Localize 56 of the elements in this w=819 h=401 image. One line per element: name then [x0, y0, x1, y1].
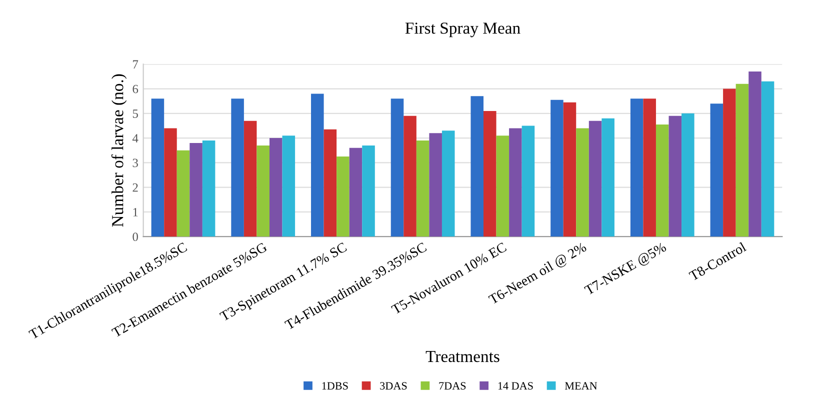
bar [602, 118, 614, 237]
bar [470, 96, 484, 237]
bar [710, 104, 724, 237]
bar [748, 72, 762, 237]
bar [550, 100, 564, 237]
bar [244, 120, 257, 237]
bar [349, 148, 362, 237]
y-axis-title: Number of larvae (no.) [111, 74, 127, 227]
bar [404, 116, 416, 237]
y-tick-label: 3 [132, 158, 138, 168]
bar [442, 130, 455, 237]
bar [256, 145, 270, 237]
legend-label: 3DAS [380, 382, 407, 390]
y-tick-label: 0 [132, 232, 138, 242]
chart-title: First Spray Mean [405, 22, 520, 38]
bar [282, 136, 296, 237]
y-tick-label: 1 [133, 208, 138, 216]
legend-label: MEAN [564, 382, 598, 390]
bar [736, 84, 749, 237]
bar [656, 124, 669, 237]
y-tick-label: 6 [132, 84, 138, 94]
bar [151, 98, 164, 237]
x-axis-title: Treatments [426, 351, 500, 362]
y-tick-label: 5 [132, 110, 138, 118]
y-tick-label: 4 [132, 134, 138, 142]
bar [576, 128, 589, 237]
bar [723, 88, 736, 237]
bar [416, 140, 430, 237]
bar [176, 150, 190, 237]
bar [390, 98, 404, 237]
bar [190, 142, 202, 237]
legend-label: 7DAS [439, 382, 466, 390]
legend-label: 1DBS [322, 382, 348, 390]
bar [269, 138, 282, 237]
bar [336, 156, 350, 237]
bar [231, 98, 244, 237]
bar [761, 81, 774, 237]
bar [563, 102, 576, 237]
bar [483, 110, 496, 237]
bar [202, 140, 216, 237]
bar [668, 116, 682, 237]
bar [509, 128, 522, 237]
bar [588, 120, 602, 237]
bar [682, 113, 694, 237]
bar [362, 145, 375, 237]
bar [311, 94, 324, 237]
legend-label: 14 DAS [498, 382, 533, 390]
bar [630, 98, 644, 237]
bar [429, 133, 442, 237]
bar [164, 128, 177, 237]
bar [324, 129, 337, 237]
y-tick-label: 7 [133, 60, 138, 68]
bar [496, 136, 510, 237]
bar [643, 98, 656, 237]
y-tick-label: 2 [132, 183, 138, 192]
bar [522, 126, 535, 237]
